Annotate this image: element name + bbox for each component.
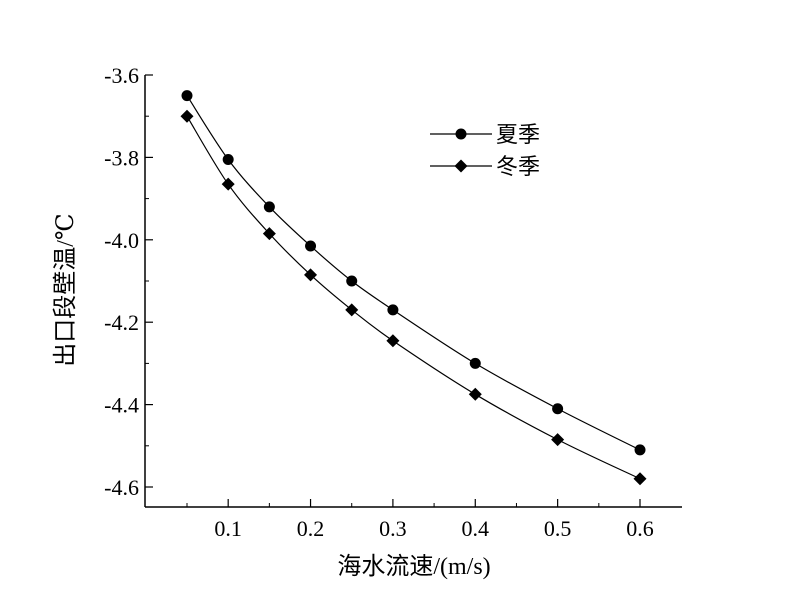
y-tick-label: -3.8 (104, 145, 139, 170)
legend-marker (454, 159, 468, 173)
data-point-series-2 (386, 334, 400, 348)
axes (144, 75, 682, 508)
data-point-series-1 (181, 90, 193, 102)
series-line-1 (186, 95, 641, 451)
x-ticks: 0.1 0.2 0.3 0.4 0.5 0.6 (186, 499, 654, 541)
data-point-series-2 (180, 109, 194, 123)
data-point-series-2 (221, 177, 235, 191)
data-point-series-1 (387, 304, 399, 316)
x-tick-label: 0.1 (214, 516, 242, 541)
x-tick-label: 0.5 (544, 516, 572, 541)
data-point-series-2 (633, 472, 647, 486)
x-tick-label: 0.4 (462, 516, 490, 541)
x-axis-title: 海水流速/(m/s) (337, 553, 490, 580)
y-tick-label: -4.4 (104, 393, 139, 418)
data-point-series-1 (469, 357, 481, 369)
legend-label: 冬季 (496, 154, 540, 179)
y-tick-label: -4.2 (104, 310, 139, 335)
legend-label: 夏季 (496, 122, 540, 147)
y-tick-label: -4.0 (104, 228, 139, 253)
data-point-series-2 (468, 387, 482, 401)
y-axis-title: 出口段壁温/℃ (52, 213, 79, 367)
data-point-series-2 (262, 227, 276, 241)
series-line-2 (186, 115, 641, 480)
data-point-series-1 (346, 275, 358, 287)
y-ticks: -3.6 -3.8 -4.0 -4.2 -4.4 -4.6 (104, 63, 153, 500)
x-tick-label: 0.6 (626, 516, 654, 541)
data-point-series-2 (304, 268, 318, 282)
data-point-series-1 (263, 201, 275, 213)
data-point-series-1 (634, 444, 646, 456)
data-point-series-1 (305, 240, 317, 252)
series-points (180, 90, 647, 486)
y-tick-label: -4.6 (104, 475, 139, 500)
series-lines (186, 95, 641, 480)
legend-marker (455, 128, 467, 140)
data-point-series-1 (552, 403, 564, 415)
y-tick-label: -3.6 (104, 63, 139, 88)
x-tick-label: 0.3 (379, 516, 407, 541)
data-point-series-2 (345, 303, 359, 317)
data-point-series-2 (551, 433, 565, 447)
data-point-series-1 (222, 153, 234, 165)
x-tick-label: 0.2 (297, 516, 325, 541)
